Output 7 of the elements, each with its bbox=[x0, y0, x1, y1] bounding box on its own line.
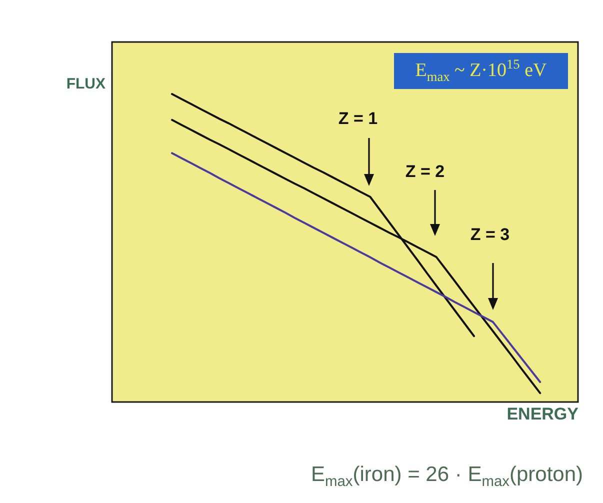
x-axis-title: ENERGY bbox=[506, 404, 580, 424]
text: E$_{max}$ ~ Z·10$^{15}$ eV bbox=[394, 53, 568, 89]
y-axis-title: FLUX bbox=[66, 76, 106, 92]
annotation: Z = 3 bbox=[470, 225, 510, 244]
annotation: Z = 1 bbox=[338, 109, 378, 128]
annotation: Z = 2 bbox=[405, 162, 445, 181]
text: E$_{max}$(iron) = 26 · E$_{max}$(proton) bbox=[310, 462, 583, 490]
